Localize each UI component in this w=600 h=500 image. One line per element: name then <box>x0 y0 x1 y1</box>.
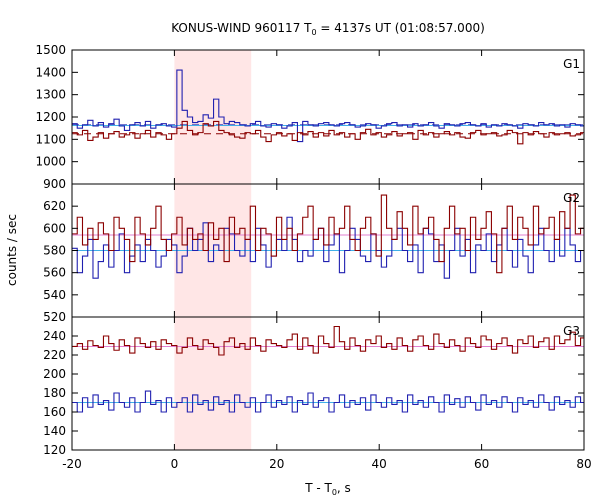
x-tick-label: 60 <box>474 457 489 471</box>
blue-step-series <box>72 390 584 413</box>
y-tick-label: 1500 <box>35 43 66 57</box>
y-tick-label: 560 <box>43 266 66 280</box>
red-step-series <box>72 325 584 356</box>
y-axis-label: counts / sec <box>5 214 19 286</box>
red-step-series <box>72 194 584 274</box>
y-tick-label: 900 <box>43 177 66 191</box>
panel-g3: 120 140 160 180 200 220 240 -20 0 20 40 60 80 G3 <box>43 316 592 471</box>
panel-label: G3 <box>563 324 580 338</box>
y-tick-label: 240 <box>43 329 66 343</box>
panel-g1: 900 1000 1100 1200 1300 1400 1500 G1 <box>35 43 585 191</box>
y-tick-label: 220 <box>43 348 66 362</box>
y-tick-label: 520 <box>43 310 66 324</box>
y-tick-label: 200 <box>43 367 66 381</box>
highlight-band <box>174 317 252 450</box>
panel-label: G1 <box>563 57 580 71</box>
y-tick-label: 1400 <box>35 65 66 79</box>
y-tick-label: 1100 <box>35 132 66 146</box>
x-tick-label: 20 <box>269 457 284 471</box>
panels-group: 900100011001200130014001500G152054056058… <box>35 43 591 471</box>
x-tick-label: -20 <box>62 457 82 471</box>
blue-step-series <box>72 69 584 143</box>
y-tick-label: 580 <box>43 244 66 258</box>
blue-step-series <box>72 216 584 279</box>
y-tick-label: 120 <box>43 443 66 457</box>
plot-frame <box>71 316 585 451</box>
y-tick-label: 1300 <box>35 88 66 102</box>
y-tick-label: 540 <box>43 288 66 302</box>
red-step-series <box>72 120 584 145</box>
chart-title: KONUS-WIND 960117 T0 = 4137s UT (01:08:5… <box>171 21 485 37</box>
y-tick-label: 1000 <box>35 155 66 169</box>
x-tick-label: 80 <box>576 457 591 471</box>
y-tick-label: 1200 <box>35 110 66 124</box>
x-tick-label: 0 <box>171 457 179 471</box>
panel-label: G2 <box>563 191 580 205</box>
y-tick-label: 620 <box>43 199 66 213</box>
y-tick-label: 140 <box>43 424 66 438</box>
x-axis-label: T - T0, s <box>304 481 351 497</box>
y-tick-label: 180 <box>43 386 66 400</box>
y-tick-label: 600 <box>43 221 66 235</box>
highlight-band <box>174 50 252 184</box>
panel-g2: 520 540 560 580 600 620 G2 <box>43 183 585 324</box>
x-tick-label: 40 <box>372 457 387 471</box>
plot-frame <box>71 49 585 185</box>
y-tick-label: 160 <box>43 405 66 419</box>
